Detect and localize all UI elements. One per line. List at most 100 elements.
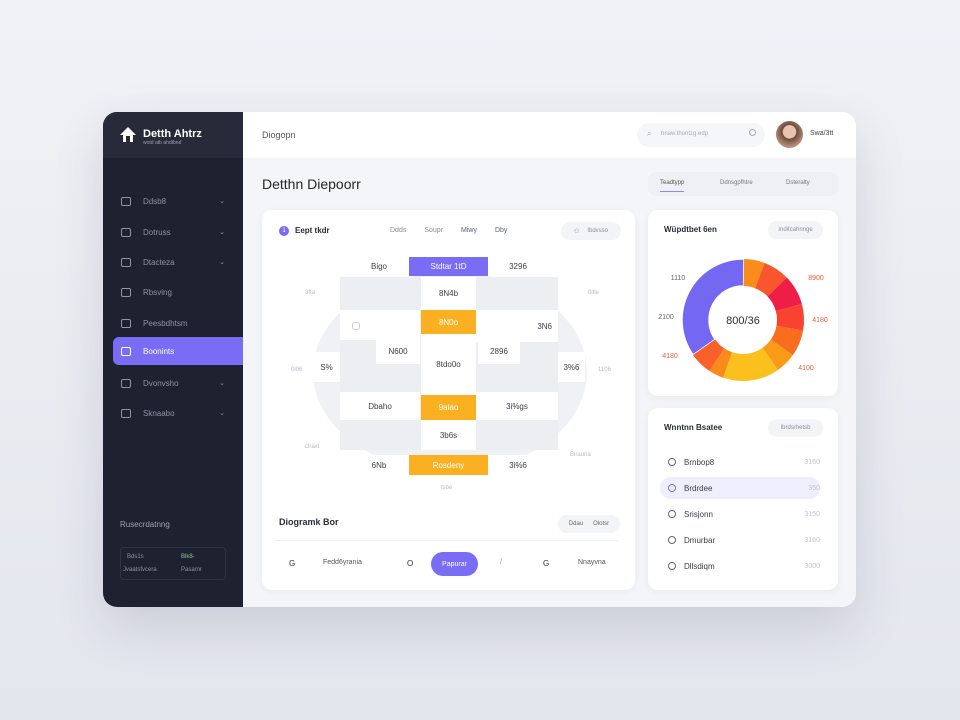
seatmap-title: Eept tkdr <box>295 226 330 235</box>
list-item[interactable]: Dmurbar 3160 <box>660 529 820 551</box>
sidebar-item-6[interactable]: Dvonvsho ⌄ <box>113 369 243 397</box>
donut-slice-5[interactable] <box>770 325 804 356</box>
timeline-active-button[interactable]: Papurar <box>431 552 478 576</box>
donut-slice-7[interactable] <box>723 347 778 381</box>
gauge-icon <box>121 408 131 418</box>
toggle-1[interactable]: Olotsr <box>593 521 610 527</box>
sidebar-item-4[interactable]: Peesbdhtsm <box>113 309 243 337</box>
seatmap-filters: Ddds Soupr Miwy Dby <box>390 227 507 234</box>
seat-cell-top_left[interactable]: Bigo <box>349 257 409 276</box>
document-icon <box>121 318 131 328</box>
list-item-value: 3000 <box>804 562 820 570</box>
donut-slice-6[interactable] <box>762 339 793 370</box>
donut-slice-8[interactable] <box>709 348 732 378</box>
timeline-label-3[interactable]: Nnayvna <box>578 559 606 566</box>
timeline-label-0[interactable]: Fedd6yrania <box>323 559 362 566</box>
sidebar-item-label: Peesbdhtsm <box>143 318 188 328</box>
seat-cell-left_low[interactable]: Dbaho <box>340 392 420 420</box>
timeline-icon-2[interactable]: / <box>500 559 502 566</box>
list-item-label: Dllsdiqm <box>684 561 715 571</box>
calendar-icon <box>121 346 131 356</box>
users-icon: ⚇ <box>573 228 580 235</box>
seatmap-action-button[interactable]: ⚇ Ibdvsso <box>561 222 621 240</box>
seat-cell-bot_right[interactable]: 3i%6 <box>488 455 548 475</box>
sidebar-item-0[interactable]: Ddsb8 ⌄ <box>113 187 243 215</box>
home-icon <box>121 196 131 206</box>
seat-cell-c1[interactable]: 8N4b <box>421 277 476 310</box>
timeline-icon-0[interactable]: G <box>289 559 296 568</box>
breadcrumb: Diogopn <box>262 130 296 140</box>
toggle-0[interactable]: Ddau <box>568 521 584 527</box>
list-item-label: Srisjonn <box>684 509 713 519</box>
sidebar-item-label: Dotruss <box>143 227 171 237</box>
timeline-icon-3[interactable]: G <box>543 559 550 568</box>
action-label: Ibdvsso <box>587 228 609 234</box>
chevron-down-icon: ⌄ <box>219 259 225 266</box>
seat-cell-right_mid[interactable]: 2896 <box>478 338 520 364</box>
seat-cell-right_side[interactable]: 3%6 <box>558 352 585 382</box>
donut-label-3: 8900 <box>808 275 824 282</box>
donut-slice-9[interactable] <box>693 339 725 371</box>
search-input[interactable]: ⌕ hnaw.thontzg.edp <box>637 123 765 147</box>
filter-3[interactable]: Dby <box>494 227 508 234</box>
search-icon: ⌕ <box>647 129 652 138</box>
seat-cell-left_mid[interactable]: N600 <box>376 338 420 364</box>
outer-label-mr: 1106 <box>598 367 611 373</box>
sidebar-item-1[interactable]: Dotruss ⌄ <box>113 218 243 246</box>
outer-label-bl: clraxt <box>305 444 320 450</box>
seat-cell-bot_left[interactable]: 6Nb <box>349 455 409 475</box>
sidebar-item-2[interactable]: Dtacteza ⌄ <box>113 248 243 276</box>
tab-0[interactable]: Teadtypp <box>660 180 685 192</box>
donut-slice-4[interactable] <box>775 304 804 331</box>
sidebar-footer-title: Rusecrdatnng <box>120 520 170 529</box>
seat-cell-right_top[interactable]: 3N6 <box>476 310 558 342</box>
filter-icon[interactable] <box>749 129 756 136</box>
filter-2[interactable]: Miwy <box>461 227 477 234</box>
list-item[interactable]: Brdrdee 350 <box>660 477 820 499</box>
seat-cell-left_side[interactable]: S% <box>313 352 340 382</box>
sidebar-item-5[interactable]: Boonints <box>113 337 243 365</box>
donut-action-button[interactable]: Inditcahnnge <box>768 221 823 239</box>
list-item[interactable]: Srisjonn 3150 <box>660 503 820 525</box>
seat-cell-c4[interactable]: 9alao <box>421 395 476 420</box>
sidebar-item-3[interactable]: Rbsving <box>113 278 243 306</box>
seat-cell-top_right[interactable]: 3296 <box>488 257 548 276</box>
chevron-down-icon: ⌄ <box>219 410 225 417</box>
list-item[interactable]: Dllsdiqm 3000 <box>660 555 820 577</box>
storage-c: Jvaatsfvcera <box>123 567 157 573</box>
donut-label-4: 4180 <box>812 317 828 324</box>
seat-cell-right_low[interactable]: 3i%gs <box>476 392 558 420</box>
sidebar: Detth Ahtrz wotd atb ahdtbnd Ddsb8 ⌄ Dotru… <box>103 112 243 607</box>
logo-icon <box>120 127 136 142</box>
seat-cell-c5[interactable]: 3b6s <box>421 420 476 450</box>
tab-1[interactable]: Ddnsgpfhtre <box>720 180 753 186</box>
timeline-toggle[interactable]: Ddau Olotsr <box>558 515 620 533</box>
outer-label-br: Blrauna <box>570 452 591 458</box>
timeline-title: Diogramk Bor <box>279 517 339 527</box>
seat-cell-empty[interactable] <box>340 310 420 340</box>
storage-box: Bds1s Blk8- Jvaatsfvcera Pasarnr <box>120 547 226 580</box>
donut-slice-2[interactable] <box>755 262 787 297</box>
seat-cell-c3[interactable]: 8tdo0o <box>421 334 476 395</box>
tab-2[interactable]: Dsteralty <box>786 180 810 186</box>
list-action-button[interactable]: Ibrdsrhetsb <box>768 419 823 437</box>
outer-label-ml: 0l06 <box>291 367 303 373</box>
sidebar-item-label: Ddsb8 <box>143 196 167 206</box>
chevron-down-icon: ⌄ <box>219 229 225 236</box>
page-title: Detthn Diepoorr <box>262 176 361 192</box>
seat-cell-bot_center[interactable]: Rosdeny <box>409 455 488 475</box>
filter-0[interactable]: Ddds <box>390 227 407 234</box>
filter-1[interactable]: Soupr <box>424 227 444 234</box>
timeline-icon-1[interactable]: O <box>407 559 414 568</box>
donut-card: Wüpdtbet 6en Inditcahnnge 800/36 1110 2100… <box>648 210 838 396</box>
sidebar-item-7[interactable]: Sknaabo ⌄ <box>113 399 243 427</box>
seat-cell-top_center[interactable]: Stdtar 1tD <box>409 257 488 276</box>
seat-cell-c2[interactable]: 8N0o <box>421 310 476 334</box>
sidebar-item-label: Boonints <box>143 346 175 356</box>
donut-slice-3[interactable] <box>767 277 802 312</box>
list-item[interactable]: Brnbop8 3160 <box>660 451 820 473</box>
status-icon <box>668 536 676 544</box>
avatar[interactable] <box>776 121 803 148</box>
donut-slice-0[interactable] <box>681 258 745 357</box>
donut-slice-1[interactable] <box>743 259 765 289</box>
